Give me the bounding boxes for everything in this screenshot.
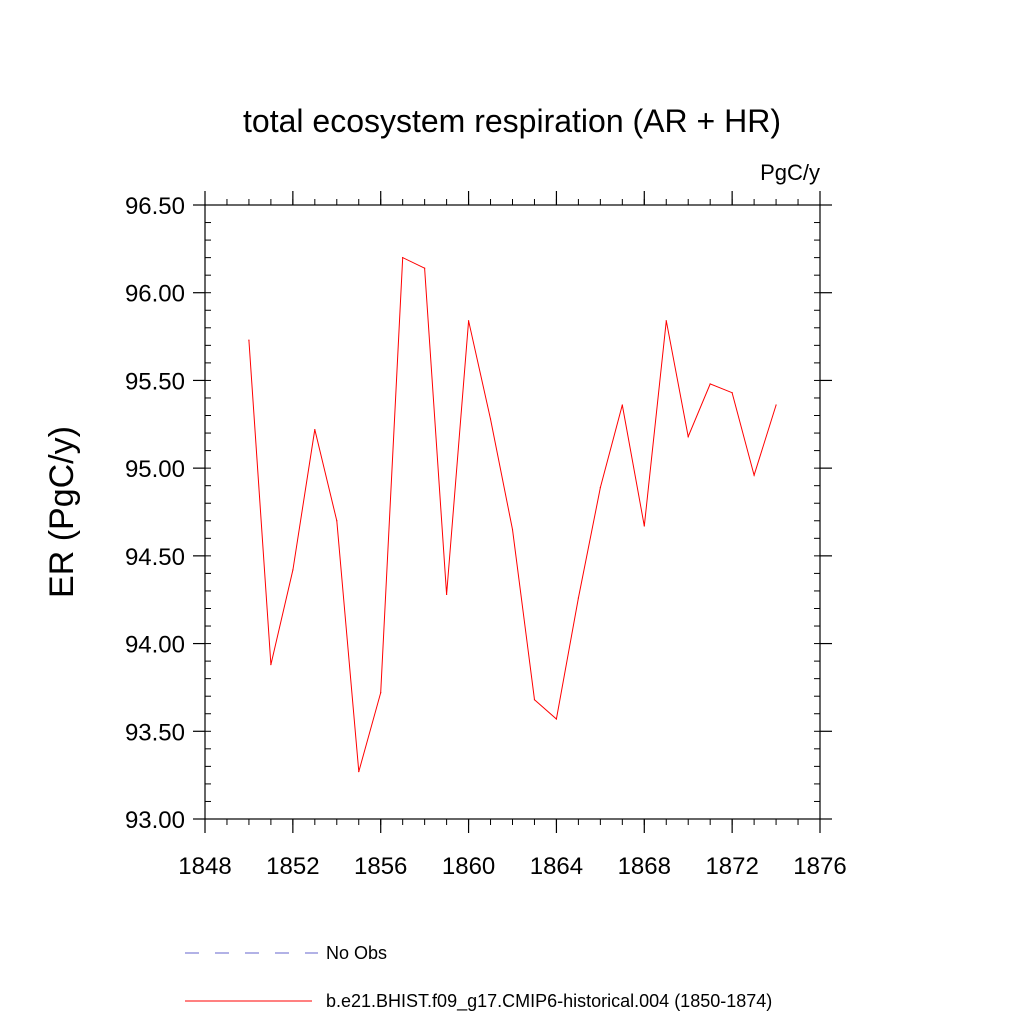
y-tick-label: 96.50 (125, 193, 185, 220)
x-tick-labels: 1848 1852 1856 1860 1864 1868 1872 1876 (178, 853, 846, 880)
series-line (248, 256, 777, 772)
x-tick-label: 1852 (266, 853, 319, 880)
x-tick-label: 1848 (178, 853, 231, 880)
data-point (577, 597, 579, 599)
minor-ticks (204, 199, 821, 825)
y-tick-label: 93.50 (125, 719, 185, 746)
data-point (380, 692, 382, 694)
data-point (775, 404, 777, 406)
y-tick-label: 95.00 (125, 456, 185, 483)
units-label: PgC/y (760, 160, 820, 185)
x-tick-label: 1864 (530, 853, 583, 880)
y-tick-label: 94.50 (125, 544, 185, 571)
data-point (314, 428, 316, 431)
data-point (489, 418, 492, 420)
series-group (248, 256, 777, 773)
data-point (511, 528, 514, 531)
y-tick-label: 94.00 (125, 632, 185, 659)
data-point (753, 474, 755, 476)
legend-label-no-obs: No Obs (326, 943, 387, 963)
data-point (533, 699, 536, 701)
data-point (270, 664, 272, 666)
data-point (292, 569, 294, 571)
data-point (621, 404, 623, 406)
data-point (467, 320, 470, 322)
x-tick-label: 1856 (354, 853, 407, 880)
data-point (599, 486, 601, 489)
legend: No Obs b.e21.BHIST.f09_g17.CMIP6-histori… (185, 943, 772, 1012)
data-point (336, 520, 338, 522)
data-point (358, 771, 360, 773)
data-point (402, 257, 404, 259)
x-tick-label: 1860 (442, 853, 495, 880)
data-point (248, 339, 250, 341)
data-point (709, 383, 711, 385)
x-tick-label: 1876 (793, 853, 846, 880)
data-point (446, 593, 448, 596)
data-point (687, 435, 689, 438)
legend-label-model: b.e21.BHIST.f09_g17.CMIP6-historical.004… (326, 991, 772, 1012)
data-point (643, 525, 645, 527)
major-ticks (193, 191, 832, 833)
x-tick-label: 1868 (618, 853, 671, 880)
data-point (665, 320, 667, 322)
y-axis-label: ER (PgC/y) (43, 426, 81, 598)
data-point (555, 718, 558, 720)
data-point (424, 267, 426, 269)
chart-title: total ecosystem respiration (AR + HR) (243, 103, 781, 139)
y-tick-label: 93.00 (125, 807, 185, 834)
y-tick-labels: 93.00 93.50 94.00 94.50 95.00 95.50 96.00 96.50 (125, 193, 185, 834)
y-tick-label: 96.00 (125, 281, 185, 308)
plot-frame (204, 204, 821, 820)
y-tick-label: 95.50 (125, 368, 185, 395)
x-tick-label: 1872 (705, 853, 758, 880)
data-point (731, 392, 733, 394)
